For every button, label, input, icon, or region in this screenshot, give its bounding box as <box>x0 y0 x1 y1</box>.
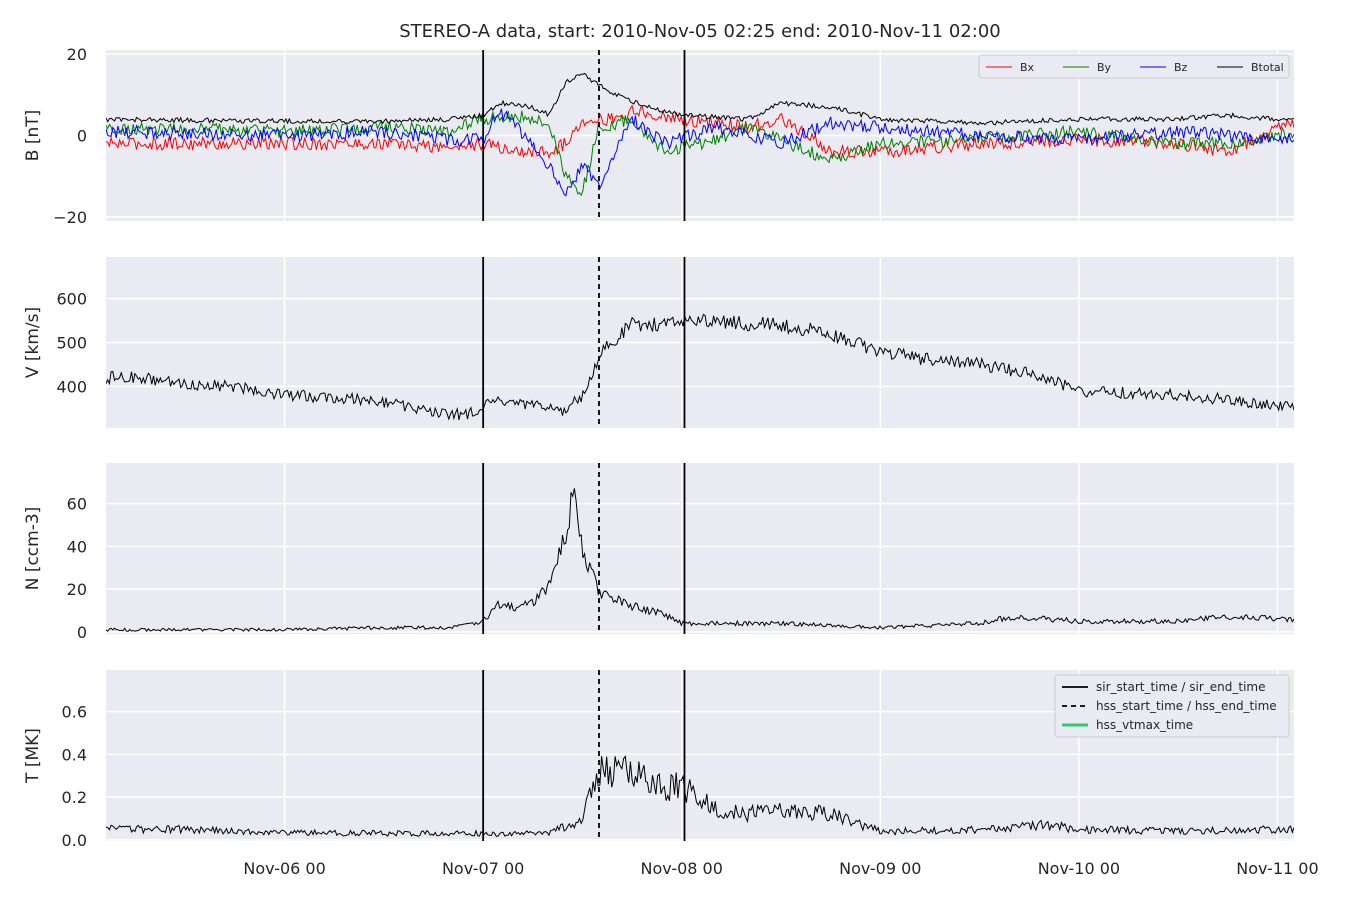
velocity-series-group <box>106 313 1294 421</box>
velocity-y-axis-label: V [km/s] <box>23 307 43 378</box>
legend-label-bx: Bx <box>1020 61 1035 74</box>
x-tick-label: Nov-11 00 <box>1236 859 1318 878</box>
density-series-group <box>106 488 1294 633</box>
y-tick-label: 400 <box>56 377 87 396</box>
y-tick-label: 0.2 <box>62 788 87 807</box>
temperature-series-group <box>106 755 1294 837</box>
x-tick-label: Nov-06 00 <box>243 859 325 878</box>
y-tick-label: 0.6 <box>62 703 87 722</box>
x-tick-label: Nov-07 00 <box>442 859 524 878</box>
legend-box <box>978 54 1290 79</box>
series-bx <box>106 104 1294 160</box>
series-by <box>106 110 1294 197</box>
y-tick-label: 600 <box>56 290 87 309</box>
x-tick-label: Nov-09 00 <box>839 859 921 878</box>
temperature-series-line <box>106 755 1294 837</box>
b-field-legend: Bx By Bz Btotal <box>978 54 1290 79</box>
series-btotal <box>106 72 1294 126</box>
x-tick-label: Nov-10 00 <box>1038 859 1120 878</box>
b-field-y-axis-label: B [nT] <box>23 110 43 162</box>
y-tick-label: 0.0 <box>62 831 87 850</box>
y-tick-label: −20 <box>53 208 87 227</box>
event-legend: sir_start_time / sir_end_time hss_start_t… <box>1054 674 1290 738</box>
y-tick-label: 20 <box>67 45 87 64</box>
y-tick-label: 0 <box>77 127 87 146</box>
density-y-axis-label: N [ccm-3] <box>23 507 43 591</box>
temperature-y-axis-label: T [MK] <box>23 728 43 784</box>
chart-title: STEREO-A data, start: 2010-Nov-05 02:25 … <box>399 21 1000 42</box>
y-tick-label: 0.4 <box>62 745 87 764</box>
x-tick-labels: Nov-06 00 Nov-07 00 Nov-08 00 Nov-09 00 Nov-… <box>243 859 1318 878</box>
b-field-panel: 20 0 −20 B [nT] Bx By Bz Btotal <box>23 45 1294 227</box>
event-legend-label: hss_start_time / hss_end_time <box>1096 699 1277 713</box>
y-tick-label: 0 <box>77 623 87 642</box>
density-panel: 0 20 40 60 N [ccm-3] <box>23 463 1294 642</box>
y-tick-label: 500 <box>56 334 87 353</box>
legend-box <box>1054 674 1290 738</box>
legend-label-btotal: Btotal <box>1251 61 1284 74</box>
y-tick-label: 60 <box>67 495 87 514</box>
density-plot-area <box>106 463 1294 634</box>
velocity-series-line <box>106 313 1294 421</box>
y-tick-label: 20 <box>67 580 87 599</box>
x-tick-label: Nov-08 00 <box>641 859 723 878</box>
legend-label-by: By <box>1097 61 1112 74</box>
velocity-panel: 400 500 600 V [km/s] <box>23 257 1294 428</box>
b-field-series-group <box>106 72 1294 197</box>
event-legend-label: hss_vtmax_time <box>1096 718 1193 732</box>
density-series-line <box>106 488 1294 633</box>
temperature-panel: 0.0 0.2 0.4 0.6 T [MK] sir_start_time / sir_e… <box>23 670 1294 850</box>
series-bz <box>106 108 1294 197</box>
legend-label-bz: Bz <box>1174 61 1188 74</box>
event-legend-label: sir_start_time / sir_end_time <box>1096 680 1266 694</box>
y-tick-label: 40 <box>67 537 87 556</box>
